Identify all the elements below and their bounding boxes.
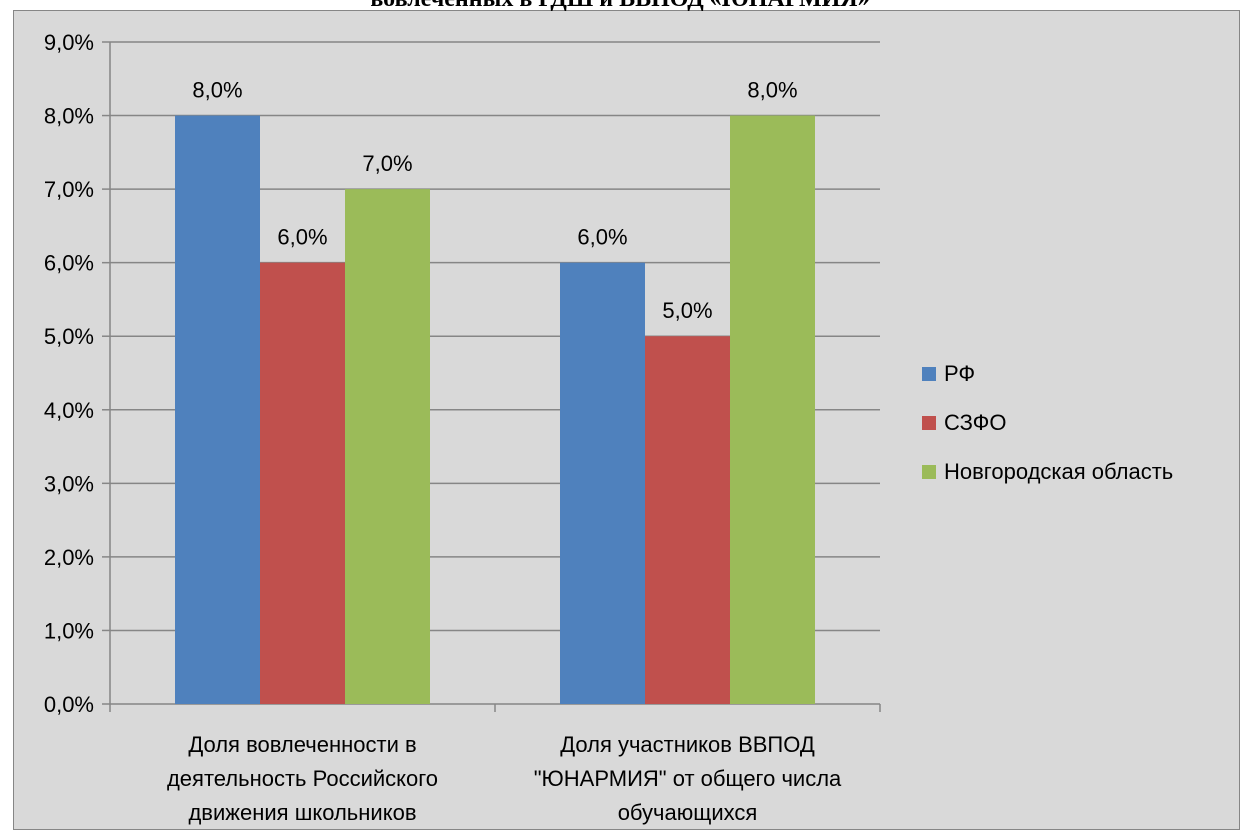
x-category-label: "ЮНАРМИЯ" от общего числа	[534, 766, 842, 791]
x-category-label: деятельность Российского	[167, 766, 438, 791]
legend-label: Новгородская область	[944, 459, 1173, 484]
x-category-label: обучающихся	[618, 800, 758, 825]
legend-label: СЗФО	[944, 410, 1007, 435]
data-label: 6,0%	[277, 225, 327, 250]
bar[interactable]	[175, 115, 260, 705]
bar[interactable]	[345, 189, 430, 705]
x-category-label: Доля участников ВВПОД	[560, 732, 815, 757]
y-tick-label: 2,0%	[44, 545, 94, 570]
x-category-label: движения школьников	[188, 800, 416, 825]
y-tick-label: 0,0%	[44, 692, 94, 717]
legend-label: РФ	[944, 361, 975, 386]
y-tick-label: 6,0%	[44, 251, 94, 276]
legend-swatch	[922, 367, 936, 381]
data-label: 5,0%	[662, 298, 712, 323]
bar[interactable]	[730, 115, 815, 705]
bar[interactable]	[260, 262, 345, 704]
chart-title: вовлеченных в РДШ и ВВПОД «ЮНАРМИЯ»	[0, 0, 1240, 13]
data-label: 7,0%	[362, 151, 412, 176]
x-category-label: Доля вовлеченности в	[188, 732, 416, 757]
y-tick-label: 4,0%	[44, 398, 94, 423]
bar[interactable]	[645, 336, 730, 704]
legend-swatch	[922, 465, 936, 479]
legend-swatch	[922, 416, 936, 430]
y-tick-label: 3,0%	[44, 471, 94, 496]
bar[interactable]	[560, 262, 645, 704]
y-tick-label: 1,0%	[44, 618, 94, 643]
y-tick-label: 7,0%	[44, 177, 94, 202]
data-label: 8,0%	[192, 78, 242, 103]
y-tick-label: 8,0%	[44, 104, 94, 129]
y-tick-label: 9,0%	[44, 30, 94, 55]
data-label: 8,0%	[747, 78, 797, 103]
y-tick-label: 5,0%	[44, 324, 94, 349]
data-label: 6,0%	[577, 225, 627, 250]
